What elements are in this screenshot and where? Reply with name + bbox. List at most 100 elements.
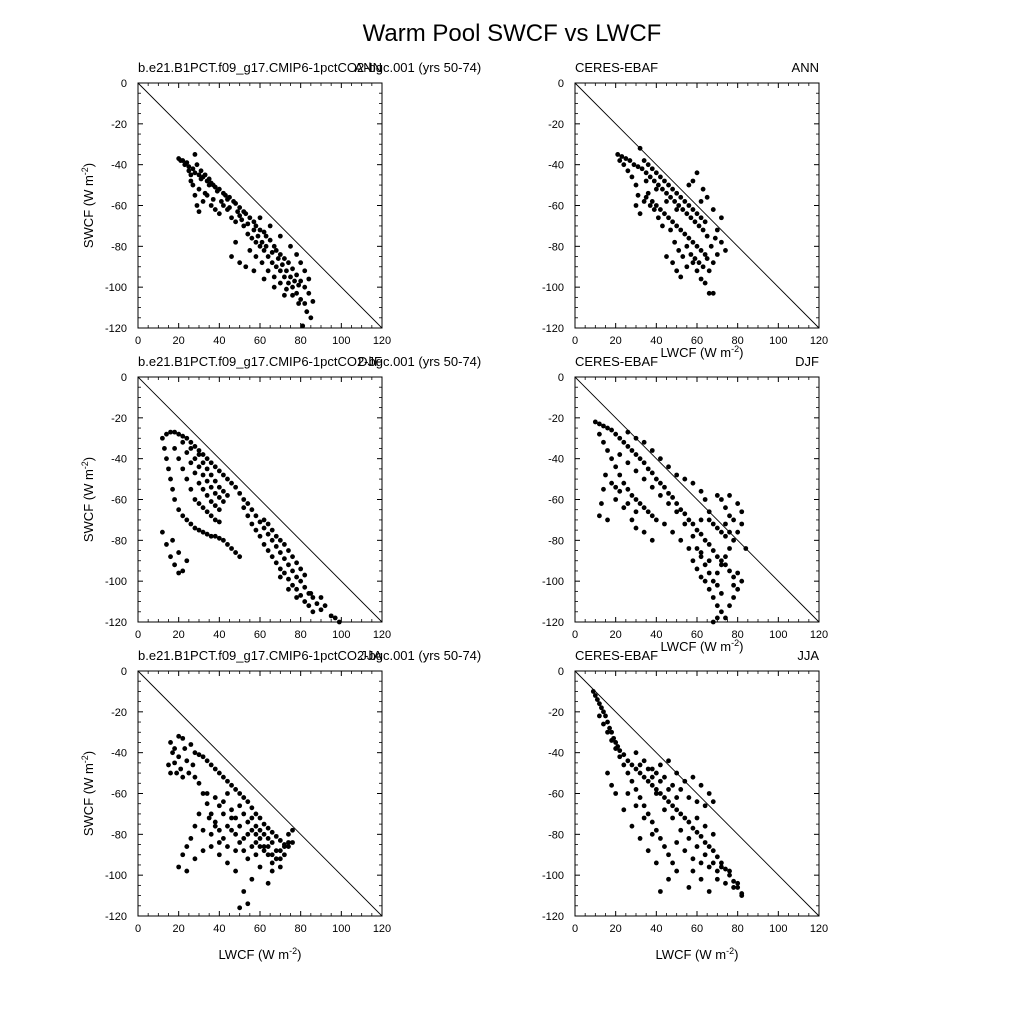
data-point	[310, 299, 316, 304]
data-point	[597, 421, 602, 427]
x-tick-label: 60	[691, 629, 703, 641]
data-point	[684, 243, 690, 249]
data-point	[664, 190, 669, 196]
data-point	[617, 488, 623, 494]
data-point	[686, 836, 692, 841]
data-point	[690, 480, 696, 486]
data-point	[690, 558, 696, 564]
data-point	[273, 848, 279, 854]
data-point	[637, 501, 643, 506]
scatter-panel-2: CERES-EBAF ANN 0 20 40 60 80 100 120 0 -20 -40 -60 -8…	[542, 60, 828, 347]
x-axis-label: LWCF (W m-2)	[656, 946, 739, 962]
x-tick-label: 60	[254, 629, 266, 641]
x-tick-label: 120	[373, 629, 391, 641]
data-point	[259, 260, 265, 266]
data-point	[714, 493, 720, 498]
data-point	[706, 791, 712, 796]
data-point	[277, 574, 283, 580]
data-point	[698, 876, 704, 882]
data-point	[208, 484, 214, 490]
data-point	[286, 831, 291, 837]
data-point	[184, 844, 190, 849]
data-point	[172, 746, 178, 751]
data-point	[686, 517, 692, 523]
data-point	[649, 484, 655, 490]
data-point	[698, 215, 704, 221]
data-point	[188, 446, 194, 451]
data-point	[735, 880, 741, 886]
data-point	[229, 546, 234, 551]
data-point	[633, 766, 639, 772]
x-tick-label: 120	[373, 335, 391, 347]
data-point	[651, 178, 657, 184]
data-point	[225, 823, 230, 829]
data-point	[282, 542, 287, 547]
data-point	[666, 490, 671, 496]
data-point	[633, 750, 639, 756]
panel-left-label: b.e21.B1PCT.f09_g17.CMIP6-1pctCO2-bgc.00…	[138, 354, 481, 369]
data-point	[221, 537, 226, 543]
data-point	[257, 533, 263, 539]
data-point	[282, 844, 287, 849]
y-tick-label: -20	[548, 413, 564, 425]
data-point	[282, 852, 287, 858]
data-point	[603, 713, 608, 719]
data-point	[723, 554, 728, 560]
data-point	[216, 484, 222, 490]
data-point	[308, 315, 314, 321]
data-point	[649, 470, 655, 476]
data-point	[182, 162, 188, 168]
data-point	[735, 570, 741, 576]
data-point	[645, 766, 651, 772]
data-point	[708, 243, 714, 249]
data-point	[306, 603, 312, 609]
data-point	[723, 505, 728, 511]
data-point	[690, 521, 696, 527]
data-point	[698, 488, 704, 494]
y-tick-label: -80	[111, 535, 127, 547]
data-point	[597, 431, 602, 437]
data-point	[202, 190, 208, 196]
data-point	[625, 501, 631, 506]
data-point	[658, 480, 663, 486]
data-point	[639, 166, 645, 172]
data-point	[237, 205, 243, 210]
data-point	[645, 190, 651, 196]
data-point	[298, 566, 304, 572]
data-point	[277, 280, 283, 286]
y-tick-label: -100	[542, 282, 564, 294]
data-point	[664, 199, 669, 204]
data-point	[637, 836, 643, 841]
data-point	[237, 260, 243, 266]
data-point	[698, 550, 704, 555]
data-point	[625, 168, 631, 174]
data-point	[684, 211, 690, 217]
data-point	[176, 733, 182, 739]
data-point	[200, 472, 206, 478]
data-point	[731, 517, 736, 523]
data-point	[212, 207, 218, 212]
data-point	[290, 292, 295, 298]
data-point	[696, 223, 702, 229]
data-point	[714, 603, 720, 609]
panel-season-label: DJF	[358, 354, 382, 369]
data-point	[216, 519, 222, 525]
data-point	[225, 844, 230, 849]
data-point	[680, 207, 686, 212]
data-point	[698, 248, 704, 253]
data-point	[690, 178, 696, 184]
data-point	[180, 466, 186, 472]
y-axis-label: SWCF (W m-2)	[80, 163, 96, 248]
data-point	[651, 207, 657, 212]
panel-season-label: JJA	[360, 648, 382, 663]
data-point	[194, 162, 200, 168]
data-point	[666, 758, 671, 764]
data-point	[719, 591, 724, 596]
data-point	[592, 693, 598, 698]
data-point	[727, 529, 732, 535]
data-point	[702, 840, 708, 845]
data-point	[245, 513, 251, 519]
data-point	[649, 774, 655, 780]
data-point	[306, 276, 312, 282]
data-point	[688, 252, 694, 257]
